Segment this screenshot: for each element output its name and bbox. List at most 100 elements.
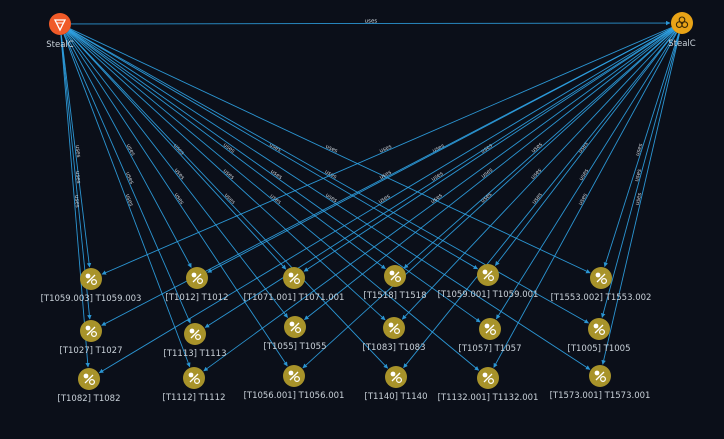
node-label: [T1140] T1140 <box>365 392 428 402</box>
attack-pattern-icon <box>482 372 495 385</box>
attack-pattern-icon <box>188 372 201 385</box>
edge-label: uses <box>577 141 590 155</box>
node-t1071_001[interactable]: [T1071.001] T1071.001 <box>244 267 345 303</box>
edge-label: uses <box>480 191 493 204</box>
node-t1057[interactable]: [T1057] T1057 <box>459 318 522 354</box>
edge-malware-to-t1083[interactable] <box>67 31 386 321</box>
node-t1059_003[interactable]: [T1059.003] T1059.003 <box>41 268 142 304</box>
edge-intrusion-to-t1059_003[interactable] <box>101 26 673 275</box>
node-t1083[interactable]: [T1083] T1083 <box>363 317 426 353</box>
edge-malware-to-t1113[interactable] <box>63 33 191 324</box>
attack-pattern-icon <box>390 371 403 384</box>
edge-label: uses <box>365 18 378 24</box>
node-label: StealC <box>668 39 696 49</box>
attack-pattern-icon <box>389 270 402 283</box>
edge-label: uses <box>268 142 282 154</box>
node-t1553_002[interactable]: [T1553.002] T1553.002 <box>551 267 652 303</box>
edge-malware-to-t1057[interactable] <box>68 29 481 323</box>
node-t1082[interactable]: [T1082] T1082 <box>58 368 121 404</box>
edge-intrusion-to-t1112[interactable] <box>203 29 674 372</box>
edge-intrusion-to-t1553_002[interactable] <box>603 33 680 267</box>
node-intrusion[interactable]: StealC <box>668 12 696 49</box>
node-label: [T1112] T1112 <box>163 393 226 403</box>
edge-label: uses <box>173 167 186 181</box>
edge-malware-to-t1059_001[interactable] <box>69 29 479 270</box>
edge-malware-to-t1573_001[interactable] <box>68 29 591 370</box>
edge-intrusion-to-t1518[interactable] <box>403 29 675 269</box>
edge-intrusion-to-t1082[interactable] <box>98 28 673 374</box>
edge-malware-to-t1056_001[interactable] <box>65 32 288 367</box>
edge-label: uses <box>222 168 235 181</box>
edge-label: uses <box>125 143 136 157</box>
edge-malware-to-t1059_003[interactable] <box>60 34 92 268</box>
edge-label: uses <box>74 171 81 184</box>
node-label: [T1071.001] T1071.001 <box>244 293 345 303</box>
node-t1055[interactable]: [T1055] T1055 <box>264 316 327 352</box>
edge-intrusion-to-t1057[interactable] <box>495 32 677 320</box>
node-label: [T1056.001] T1056.001 <box>244 391 345 401</box>
edge-intrusion-to-t1055[interactable] <box>304 29 674 320</box>
edge-label: uses <box>269 169 283 181</box>
attack-pattern-icon <box>189 328 202 341</box>
node-t1059_001[interactable]: [T1059.001] T1059.001 <box>438 264 539 300</box>
edge-label: uses <box>74 145 81 158</box>
edge-intrusion-to-t1140[interactable] <box>403 31 676 369</box>
node-t1573_001[interactable]: [T1573.001] T1573.001 <box>550 365 651 401</box>
edge-intrusion-to-t1005[interactable] <box>601 33 680 318</box>
edge-label: uses <box>173 192 185 206</box>
edge-label: uses <box>379 170 393 181</box>
node-t1005[interactable]: [T1005] T1005 <box>568 318 631 354</box>
edge-malware-to-t1082[interactable] <box>60 34 90 368</box>
node-t1012[interactable]: [T1012] T1012 <box>166 267 229 303</box>
attack-pattern-icon <box>85 325 97 338</box>
node-label: [T1113] T1113 <box>164 349 227 359</box>
edge-intrusion-to-t1056_001[interactable] <box>302 30 675 369</box>
edge-label: uses <box>531 192 544 206</box>
node-label: [T1518] T1518 <box>364 291 427 301</box>
node-label: [T1012] T1012 <box>166 293 229 303</box>
edge-intrusion-to-t1132_001[interactable] <box>493 32 678 368</box>
edge-malware-to-t1140[interactable] <box>67 31 389 369</box>
edge-label: uses <box>379 144 393 155</box>
edge-malware-to-t1071_001[interactable] <box>67 31 287 270</box>
node-t1027[interactable]: [T1027] T1027 <box>60 320 123 356</box>
edge-malware-to-t1055[interactable] <box>66 32 289 318</box>
node-t1056_001[interactable]: [T1056.001] T1056.001 <box>244 365 345 401</box>
node-t1140[interactable]: [T1140] T1140 <box>365 366 428 402</box>
edge-label: uses <box>634 168 643 182</box>
node-label: [T1027] T1027 <box>60 346 123 356</box>
edge-label: uses <box>73 195 80 208</box>
node-label: [T1082] T1082 <box>58 394 121 404</box>
node-t1518[interactable]: [T1518] T1518 <box>364 265 427 301</box>
node-t1113[interactable]: [T1113] T1113 <box>164 323 227 359</box>
edge-intrusion-to-t1573_001[interactable] <box>601 33 680 365</box>
edge-label: uses <box>124 171 135 185</box>
node-malware[interactable]: StealC <box>46 13 74 50</box>
edge-malware-to-t1112[interactable] <box>63 34 191 368</box>
edge-malware-to-t1132_001[interactable] <box>68 30 480 371</box>
edge-malware-to-t1012[interactable] <box>64 33 192 268</box>
edge-label: uses <box>172 143 185 156</box>
node-label: [T1055] T1055 <box>264 342 327 352</box>
attack-pattern-icon <box>482 269 495 282</box>
edge-intrusion-to-t1083[interactable] <box>401 30 675 320</box>
node-label: [T1553.002] T1553.002 <box>551 293 652 303</box>
nodes-layer: StealC StealC [T1059.003] T1059.003 [T1012]… <box>41 12 696 404</box>
edge-label: uses <box>530 167 543 180</box>
node-t1132_001[interactable]: [T1132.001] T1132.001 <box>438 367 539 403</box>
edge-label: uses <box>635 143 645 157</box>
node-label: StealC <box>46 40 74 50</box>
edge-label: uses <box>530 141 544 154</box>
edge-malware-to-t1518[interactable] <box>68 30 386 270</box>
biohazard-icon <box>675 16 689 28</box>
edge-label: uses <box>324 192 338 204</box>
node-t1112[interactable]: [T1112] T1112 <box>163 367 226 403</box>
edge-malware-to-intrusion[interactable] <box>70 20 671 26</box>
edge-label: uses <box>124 193 134 207</box>
attack-pattern-icon <box>595 272 607 285</box>
edge-malware-to-t1553_002[interactable] <box>69 28 591 274</box>
edge-intrusion-to-t1071_001[interactable] <box>303 28 674 272</box>
edge-label: uses <box>578 168 590 182</box>
edge-intrusion-to-t1059_001[interactable] <box>494 31 676 266</box>
edge-label: uses <box>223 192 236 205</box>
